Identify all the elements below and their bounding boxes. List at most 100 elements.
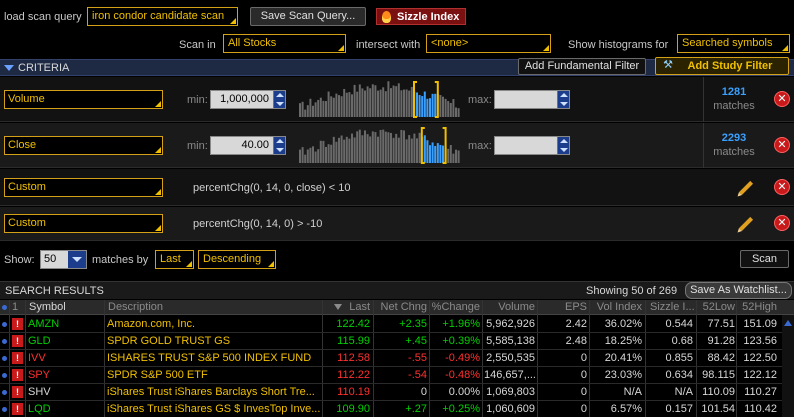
histogram-bar bbox=[309, 98, 312, 117]
volume-histogram[interactable] bbox=[297, 81, 461, 119]
min-value-input[interactable]: 1,000,000 bbox=[210, 90, 286, 109]
histograms-dropdown[interactable]: Searched symbols bbox=[677, 34, 790, 53]
col-vol-index[interactable]: Vol Index bbox=[596, 301, 642, 313]
row-volume: 5,962,926 bbox=[486, 318, 535, 330]
histogram-bar bbox=[330, 96, 333, 117]
histogram-bar bbox=[309, 147, 312, 163]
table-row[interactable]: ! SHV iShares Trust iShares Barclays Short… bbox=[0, 384, 794, 401]
histogram-bar bbox=[436, 143, 439, 163]
scroll-up-icon[interactable] bbox=[784, 320, 792, 326]
col-volume[interactable]: Volume bbox=[498, 301, 535, 313]
sort-order-dropdown[interactable]: Descending bbox=[198, 250, 276, 269]
row-symbol[interactable]: IVV bbox=[28, 352, 46, 364]
histogram-bar bbox=[364, 90, 366, 117]
scan-query-dropdown[interactable]: iron condor candidate scan bbox=[87, 7, 238, 26]
alert-flag-icon[interactable]: ! bbox=[12, 403, 23, 415]
remove-filter-icon[interactable]: ✕ bbox=[774, 137, 790, 153]
col-sizzle[interactable]: Sizzle I... bbox=[650, 301, 694, 313]
max-value-input[interactable] bbox=[494, 136, 570, 155]
criteria-title: CRITERIA bbox=[18, 62, 70, 74]
criteria-field-dropdown[interactable]: Custom bbox=[4, 178, 163, 197]
row-sizzle: 0.68 bbox=[671, 335, 693, 347]
row-last: 122.42 bbox=[336, 318, 370, 330]
criteria-field-dropdown[interactable]: Custom bbox=[4, 214, 163, 233]
col-net-chng[interactable]: Net Chng bbox=[380, 301, 427, 313]
row-symbol[interactable]: LQD bbox=[28, 403, 51, 415]
showing-count: Showing 50 of 269 bbox=[586, 285, 678, 297]
max-value-input[interactable] bbox=[494, 90, 570, 109]
col-pct-change[interactable]: %Change bbox=[431, 301, 480, 313]
row-net-chng: 0 bbox=[420, 386, 427, 398]
min-value: 40.00 bbox=[241, 139, 269, 151]
row-low52: 88.42 bbox=[707, 352, 735, 364]
alert-flag-icon[interactable]: ! bbox=[12, 386, 23, 398]
scan-button[interactable]: Scan bbox=[740, 250, 789, 268]
add-fundamental-filter-button[interactable]: Add Fundamental Filter bbox=[518, 58, 646, 75]
histogram-bar bbox=[429, 98, 431, 117]
max-spinner-icon[interactable] bbox=[557, 137, 569, 154]
histogram-bar bbox=[335, 93, 338, 117]
chevron-down-icon[interactable] bbox=[68, 251, 86, 268]
criteria-field-dropdown[interactable]: Close bbox=[4, 136, 163, 155]
row-volume: 2,550,535 bbox=[486, 352, 535, 364]
show-count-dropdown[interactable]: 50 bbox=[40, 250, 87, 269]
table-row[interactable]: ! IVV ISHARES TRUST S&P 500 INDEX FUND 112.… bbox=[0, 350, 794, 367]
remove-filter-icon[interactable]: ✕ bbox=[774, 179, 790, 195]
col-eps[interactable]: EPS bbox=[564, 301, 587, 313]
col-52low[interactable]: 52Low bbox=[702, 301, 735, 313]
table-row[interactable]: ! SPY SPDR S&P 500 ETF 112.22 -.54 -0.48% 146,… bbox=[0, 367, 794, 384]
row-symbol[interactable]: AMZN bbox=[28, 318, 60, 330]
edit-pencil-icon[interactable] bbox=[738, 180, 754, 196]
col-52high[interactable]: 52High bbox=[742, 301, 777, 313]
collapse-triangle-icon[interactable] bbox=[4, 65, 14, 71]
remove-filter-icon[interactable]: ✕ bbox=[774, 91, 790, 107]
histogram-bar bbox=[306, 149, 309, 163]
row-last: 110.19 bbox=[337, 386, 370, 398]
row-symbol[interactable]: GLD bbox=[28, 335, 51, 347]
alert-flag-icon[interactable]: ! bbox=[12, 318, 23, 330]
results-scrollbar[interactable] bbox=[782, 315, 794, 417]
col-description[interactable]: Description bbox=[108, 301, 164, 313]
row-dot-icon bbox=[2, 373, 7, 378]
load-scan-query-label: load scan query bbox=[4, 11, 82, 23]
histogram-bar bbox=[299, 149, 301, 163]
sizzle-index-button[interactable]: Sizzle Index bbox=[376, 8, 467, 25]
row-description: ISHARES TRUST S&P 500 INDEX FUND bbox=[107, 352, 312, 364]
row-net-chng: +.45 bbox=[405, 335, 427, 347]
table-row[interactable]: ! LQD iShares Trust iShares GS $ InvesTop … bbox=[0, 401, 794, 417]
add-study-filter-button[interactable]: ⚒ Add Study Filter bbox=[655, 57, 789, 75]
alert-flag-icon[interactable]: ! bbox=[12, 352, 23, 364]
table-row[interactable]: ! AMZN Amazon.com, Inc. 122.42 +2.35 +1.96% 5,… bbox=[0, 316, 794, 333]
remove-filter-icon[interactable]: ✕ bbox=[774, 215, 790, 231]
table-row[interactable]: ! GLD SPDR GOLD TRUST GS 115.99 +.45 +0.39% 5,… bbox=[0, 333, 794, 350]
scan-in-dropdown[interactable]: All Stocks bbox=[223, 34, 346, 53]
range-handle-right[interactable] bbox=[442, 127, 447, 164]
range-handle-left[interactable] bbox=[413, 81, 417, 118]
histogram-bar bbox=[348, 92, 351, 117]
save-scan-query-button[interactable]: Save Scan Query... bbox=[250, 7, 366, 26]
range-handle-right[interactable] bbox=[434, 81, 439, 118]
range-handle-left[interactable] bbox=[420, 127, 425, 164]
histogram-bar bbox=[332, 136, 335, 163]
min-spinner-icon[interactable] bbox=[273, 91, 285, 108]
sort-field-dropdown[interactable]: Last bbox=[155, 250, 194, 269]
intersect-with-dropdown[interactable]: <none> bbox=[426, 34, 551, 53]
min-spinner-icon[interactable] bbox=[273, 137, 285, 154]
max-spinner-icon[interactable] bbox=[557, 91, 569, 108]
col-last[interactable]: Last bbox=[334, 301, 370, 313]
row-symbol[interactable]: SPY bbox=[28, 369, 51, 381]
col-symbol[interactable]: Symbol bbox=[29, 301, 66, 313]
row-eps: 0 bbox=[580, 369, 587, 381]
min-value-input[interactable]: 40.00 bbox=[210, 136, 286, 155]
histogram-bar bbox=[442, 145, 444, 163]
save-as-watchlist-button[interactable]: Save As Watchlist... bbox=[685, 282, 792, 299]
row-high52: 123.56 bbox=[743, 335, 777, 347]
sort-desc-icon bbox=[334, 304, 342, 310]
alert-flag-icon[interactable]: ! bbox=[12, 369, 23, 381]
edit-pencil-icon[interactable] bbox=[738, 216, 754, 232]
close-histogram[interactable] bbox=[297, 127, 461, 165]
row-symbol[interactable]: SHV bbox=[28, 386, 51, 398]
alert-flag-icon[interactable]: ! bbox=[12, 335, 23, 347]
row-pct-change: -0.49% bbox=[445, 352, 480, 364]
criteria-field-dropdown[interactable]: Volume bbox=[4, 90, 163, 109]
